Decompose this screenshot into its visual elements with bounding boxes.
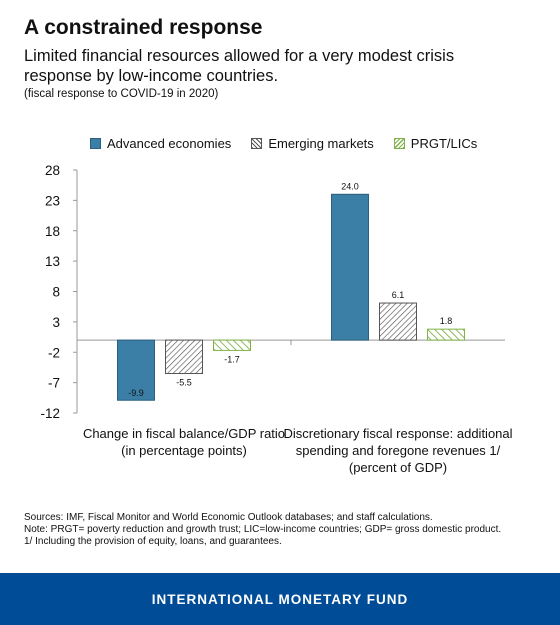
category-label: (percent of GDP) bbox=[349, 460, 447, 475]
chart-labels: -9.9 -5.5 -1.7 Change in fiscal balance/GDP… bbox=[83, 181, 513, 475]
legend-item-prgt: PRGT/LICs bbox=[393, 136, 478, 151]
y-tick-label: -7 bbox=[48, 376, 60, 391]
y-tick-label: 23 bbox=[45, 193, 60, 208]
data-label: 6.1 bbox=[392, 290, 405, 300]
y-tick-label: 8 bbox=[52, 285, 60, 300]
bar-emerging-markets-1 bbox=[379, 302, 417, 341]
chart-title: A constrained response bbox=[24, 16, 263, 39]
legend: Advanced economies Emerging markets PRGT… bbox=[90, 136, 477, 151]
legend-label-prgt: PRGT/LICs bbox=[410, 136, 478, 151]
bar-advanced-economies-0 bbox=[117, 339, 155, 401]
data-label: -1.7 bbox=[224, 354, 240, 364]
y-tick-label: -2 bbox=[48, 345, 60, 360]
category-label: (in percentage points) bbox=[121, 443, 247, 458]
bar-chart: 28 23 18 13 8 3 -2 -7 -12 -9.9 -5.5 -1.7 Change in … bbox=[40, 163, 513, 475]
bar-emerging-markets-0 bbox=[165, 339, 203, 375]
chart-subtitle: Limited financial resources allowed for … bbox=[24, 47, 455, 85]
legend-swatch-emerging bbox=[251, 138, 263, 149]
category-label: Change in fiscal balance/GDP ratio bbox=[83, 426, 285, 441]
y-tick-label: 13 bbox=[45, 254, 60, 269]
imf-footer-bar: INTERNATIONAL MONETARY FUND bbox=[0, 573, 560, 625]
bar-prgt-lics-0 bbox=[213, 339, 251, 351]
category-label: spending and foregone revenues 1/ bbox=[296, 443, 501, 458]
imf-brand: INTERNATIONAL MONETARY FUND bbox=[151, 591, 409, 607]
data-label: -5.5 bbox=[176, 378, 192, 388]
data-label: -9.9 bbox=[128, 388, 144, 398]
note-line: Note: PRGT= poverty reduction and growth… bbox=[24, 524, 502, 535]
legend-item-emerging: Emerging markets bbox=[251, 136, 374, 151]
footnote-line: 1/ Including the provision of equity, lo… bbox=[24, 536, 282, 547]
sources-line: Sources: IMF, Fiscal Monitor and World E… bbox=[24, 512, 433, 523]
category-label: Discretionary fiscal response: additiona… bbox=[283, 426, 512, 441]
bar-advanced-economies-1 bbox=[331, 193, 369, 341]
data-label: 24.0 bbox=[341, 181, 359, 191]
legend-label-emerging: Emerging markets bbox=[268, 136, 374, 151]
chart-bars bbox=[117, 193, 465, 401]
y-tick-label: 28 bbox=[45, 163, 60, 178]
chart-axes: 28 23 18 13 8 3 -2 -7 -12 bbox=[40, 163, 505, 421]
sources-note: Sources: IMF, Fiscal Monitor and World E… bbox=[24, 512, 501, 548]
legend-swatch-prgt bbox=[393, 138, 405, 149]
legend-item-advanced: Advanced economies bbox=[90, 136, 231, 151]
bar-prgt-lics-1 bbox=[427, 328, 465, 341]
y-tick-label: -12 bbox=[40, 406, 60, 421]
legend-label-advanced: Advanced economies bbox=[107, 136, 232, 151]
y-tick-label: 18 bbox=[45, 224, 60, 239]
legend-swatch-advanced bbox=[90, 138, 101, 149]
chart-note: (fiscal response to COVID-19 in 2020) bbox=[24, 88, 219, 100]
y-tick-label: 3 bbox=[52, 315, 60, 330]
data-label: 1.8 bbox=[440, 316, 453, 326]
